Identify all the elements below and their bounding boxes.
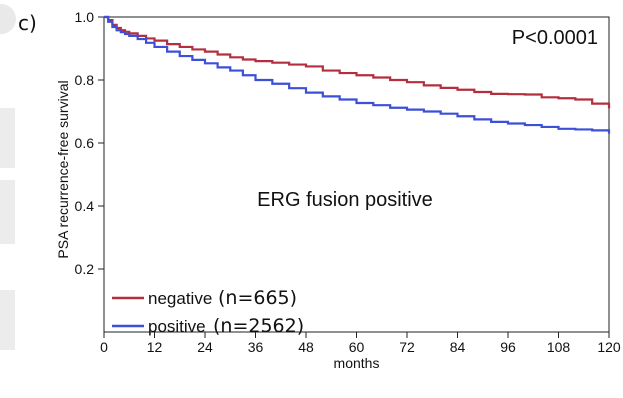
- chart-annotation: ERG fusion positive: [257, 189, 433, 211]
- x-tick-label: 12: [147, 339, 163, 355]
- y-tick-label: 0.8: [75, 72, 95, 88]
- chart-axes: 0 12 24 36 48 60 72 84 96 108 120 0.2 0.4 0.6 0.8 1.0: [75, 9, 621, 355]
- panel-label-badge: [0, 4, 16, 34]
- y-tick-label: 0.4: [75, 198, 95, 214]
- x-axis-title: months: [334, 355, 380, 371]
- x-tick-label: 72: [399, 339, 415, 355]
- x-tick-label: 60: [349, 339, 365, 355]
- x-tick-label: 0: [100, 339, 108, 355]
- legend-label-negative: negative: [148, 289, 212, 308]
- y-tick-label: 0.2: [75, 261, 95, 277]
- margin-block: [0, 108, 15, 168]
- legend: negative (n=665) positive (n=2562): [112, 287, 304, 337]
- plot-frame: [103, 16, 610, 333]
- series-line-negative: [104, 15, 611, 109]
- y-axis-title: PSA recurrence-free survival: [55, 80, 71, 258]
- y-tick-label: 0.6: [75, 135, 95, 151]
- x-tick-label: 36: [248, 339, 264, 355]
- margin-block: [0, 290, 15, 350]
- x-tick-label: 24: [197, 339, 213, 355]
- x-tick-label: 108: [547, 339, 571, 355]
- x-tick-label: 96: [500, 339, 516, 355]
- x-tick-label: 48: [298, 339, 314, 355]
- legend-label-positive: positive: [148, 317, 206, 336]
- x-tick-label: 120: [597, 339, 621, 355]
- left-margin-strip: [0, 0, 20, 398]
- p-value-label: P<0.0001: [512, 27, 598, 49]
- panel-label: c): [18, 11, 37, 35]
- y-tick-label: 1.0: [75, 9, 95, 25]
- labels-layer: months PSA recurrence-free survival P<0.00…: [55, 27, 598, 371]
- series-line-positive: [104, 15, 611, 134]
- legend-count-negative: (n=665): [218, 287, 297, 309]
- legend-count-positive: (n=2562): [213, 315, 304, 337]
- x-tick-label: 84: [450, 339, 466, 355]
- margin-block: [0, 180, 15, 244]
- series-layer: [104, 15, 611, 134]
